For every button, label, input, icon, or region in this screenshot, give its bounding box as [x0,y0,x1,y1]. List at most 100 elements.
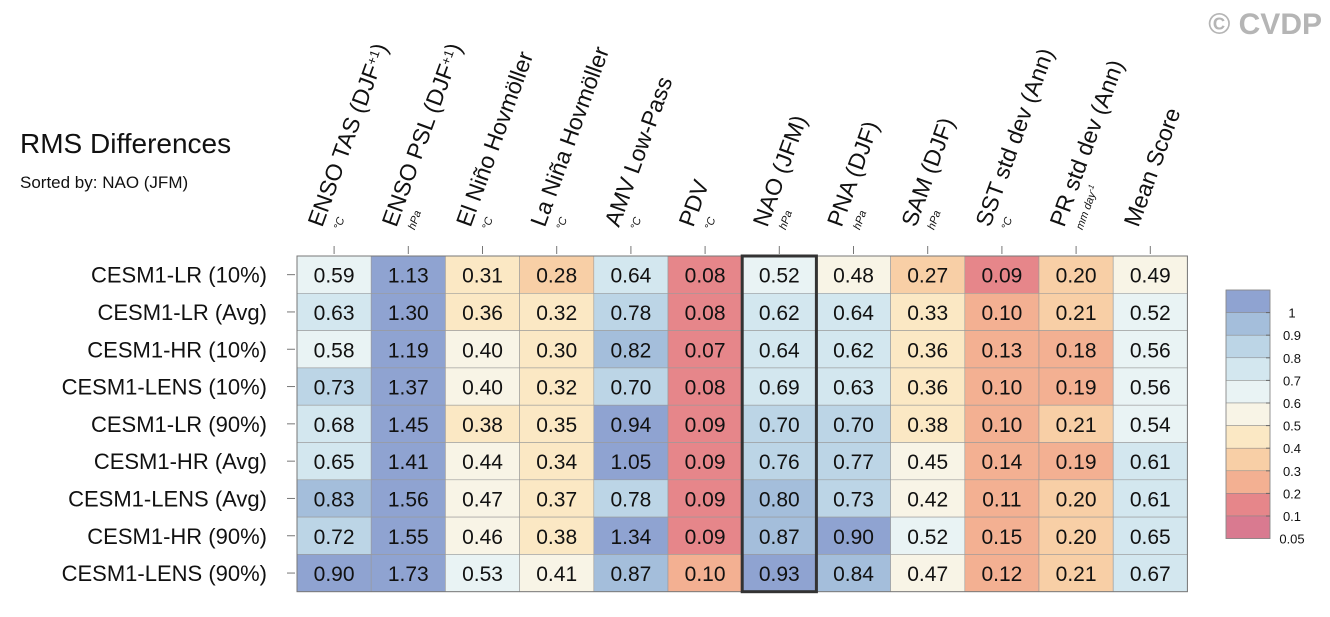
cell-value-label: 0.20 [1056,488,1097,511]
cell-value-label: 0.09 [685,526,726,549]
cell-value-label: 0.35 [536,414,577,437]
heatmap-cell [1112,554,1188,593]
cell-value-label: 1.13 [388,265,429,288]
heatmap-cell [296,367,372,406]
cell-value-label: 0.37 [536,488,577,511]
column-header: NAO (JFM)hPa [748,112,812,232]
colorbar-swatch [1225,515,1271,539]
column-label-main: El Niño Hovmöller [451,48,538,230]
cell-value-label: 0.33 [907,302,948,325]
heatmap-cell [667,442,743,481]
row-label: CESM1-LR (10%) [91,263,267,288]
cell-value-label: 1.05 [610,451,651,474]
column-unit: °C [1000,216,1016,232]
column-label: ENSO TAS (DJF+1) [302,40,392,230]
cell-value-label: 0.18 [1056,339,1097,362]
row-label: CESM1-HR (90%) [87,524,267,549]
row-label: CESM1-HR (Avg) [94,449,267,474]
colorbar-swatch [1225,334,1271,359]
cell-value-label: 0.28 [536,265,577,288]
cell-value-label: 0.41 [536,563,577,586]
column-unit: °C [332,216,348,232]
heatmap-cell [593,367,669,406]
row-label: CESM1-LR (90%) [91,412,267,437]
cell-value-label: 0.08 [685,302,726,325]
heatmap-cell [1038,404,1114,443]
heatmap-cell [1112,292,1188,331]
cell-value-label: 0.20 [1056,265,1097,288]
cell-value-label: 0.47 [462,488,503,511]
colorbar-label: 0.8 [1283,351,1301,366]
cell-value-label: 0.87 [610,563,651,586]
heatmap-cell [1038,292,1114,331]
cell-value-label: 0.09 [685,488,726,511]
column-label: ENSO PSL (DJF+1) [377,40,467,230]
heatmap-cell [296,292,372,331]
cell-value-label: 0.19 [1056,377,1097,400]
column-header: PNA (DJF)hPa [822,118,884,232]
cell-value-label: 0.21 [1056,414,1097,437]
heatmap-cell [296,442,372,481]
heatmap-cell [964,330,1040,369]
heatmap-cell [370,479,446,518]
cell-value-label: 0.21 [1056,302,1097,325]
heatmap-cell [1038,479,1114,518]
cell-value-label: 0.69 [759,377,800,400]
heatmap-cell [667,479,743,518]
cell-value-label: 0.72 [314,526,355,549]
heatmap-cell [890,292,966,331]
cell-value-label: 0.09 [685,451,726,474]
heatmap-cell [890,442,966,481]
cell-value-label: 1.19 [388,339,429,362]
column-label-main: PNA (DJF) [822,118,884,230]
cell-value-label: 0.59 [314,265,355,288]
heatmap-cell [1112,330,1188,369]
heatmap-cell [593,442,669,481]
heatmap-cell [964,516,1040,555]
cell-value-label: 0.78 [610,488,651,511]
cell-value-label: 0.32 [536,377,577,400]
heatmap-cell [296,554,372,593]
colorbar-label: 0.3 [1283,464,1301,479]
cell-value-label: 1.56 [388,488,429,511]
cell-value-label: 0.40 [462,377,503,400]
cell-value-label: 0.65 [1130,526,1171,549]
heatmap-cell [667,554,743,593]
cell-value-label: 0.84 [833,563,874,586]
cell-value-label: 0.11 [982,488,1021,511]
cell-value-label: 0.36 [907,377,948,400]
cell-value-label: 0.61 [1130,451,1171,474]
column-label: Mean Score [1119,104,1186,229]
cell-value-label: 0.10 [685,563,726,586]
heatmap-cell [816,404,891,443]
heatmap-cell [593,554,669,593]
cell-value-label: 0.78 [610,302,651,325]
colorbar-label: 0.9 [1283,328,1301,343]
heatmap-cell [519,554,595,593]
cell-value-label: 0.58 [314,339,355,362]
heatmap-cell [964,554,1040,593]
cell-value-label: 1.41 [388,451,429,474]
cell-value-label: 0.20 [1056,526,1097,549]
cell-value-label: 0.15 [981,526,1022,549]
colorbar-label: 0.2 [1283,486,1301,501]
cell-value-label: 0.38 [462,414,503,437]
cell-value-label: 0.21 [1056,563,1097,586]
cell-value-label: 0.82 [610,339,651,362]
cell-value-label: 1.73 [388,563,429,586]
column-label: El Niño Hovmöller [451,48,538,230]
cell-value-label: 0.10 [981,377,1022,400]
heatmap-cell [1038,516,1114,555]
heatmap-cell [890,479,966,518]
cell-value-label: 0.93 [759,563,800,586]
cell-value-label: 0.40 [462,339,503,362]
chart-title: RMS Differences [20,128,232,159]
heatmap-cell [667,404,743,443]
cell-value-label: 0.36 [907,339,948,362]
heatmap-cell [1038,442,1114,481]
cell-value-label: 0.61 [1130,488,1171,511]
cell-value-label: 0.70 [759,414,800,437]
heatmap-cell [667,292,743,331]
row-label: CESM1-LENS (10%) [62,375,267,400]
heatmap-cell [1112,255,1188,294]
